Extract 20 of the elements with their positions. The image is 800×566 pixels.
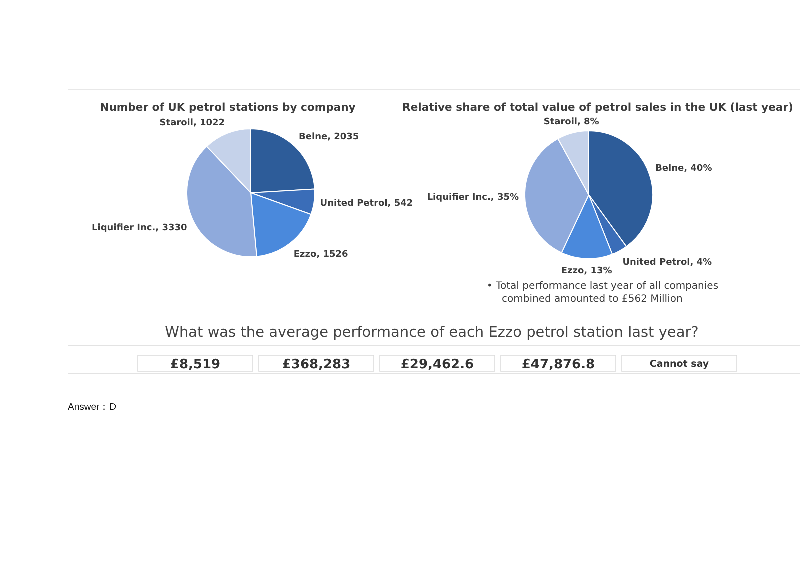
slice-label: Staroil, 1022 — [160, 118, 226, 128]
text: • Total performance last year of all companies combined amounted to £562 Million — [487, 281, 719, 305]
slice-label: Ezzo, 13% — [561, 266, 612, 276]
text: £29,462.6 — [400, 358, 474, 372]
text: Answer：D — [68, 402, 117, 413]
text: £368,283 — [282, 358, 351, 372]
slice-label: Belne, 2035 — [299, 132, 360, 143]
text: What was the average performance of each Ezzo petrol station last year? — [165, 325, 699, 341]
slice-label: Staroil, 8% — [544, 118, 600, 128]
slice-label: Liquifier Inc., 3330 — [92, 223, 188, 234]
slice-label: Ezzo, 1526 — [294, 250, 348, 260]
text: Cannot say — [650, 359, 710, 370]
slice-label: United Petrol, 4% — [622, 258, 712, 268]
slice-label: Liquifier Inc., 35% — [427, 193, 520, 204]
slice-label: Belne, 40% — [656, 164, 712, 174]
text: £47,876.8 — [522, 358, 596, 372]
chart-title: Number of UK petrol stations by company — [100, 101, 356, 114]
chart-title: Relative share of total value of petrol sales in the UK (last year) — [402, 101, 794, 114]
slice-label: United Petrol, 542 — [320, 198, 414, 209]
text: £8,519 — [170, 358, 221, 372]
